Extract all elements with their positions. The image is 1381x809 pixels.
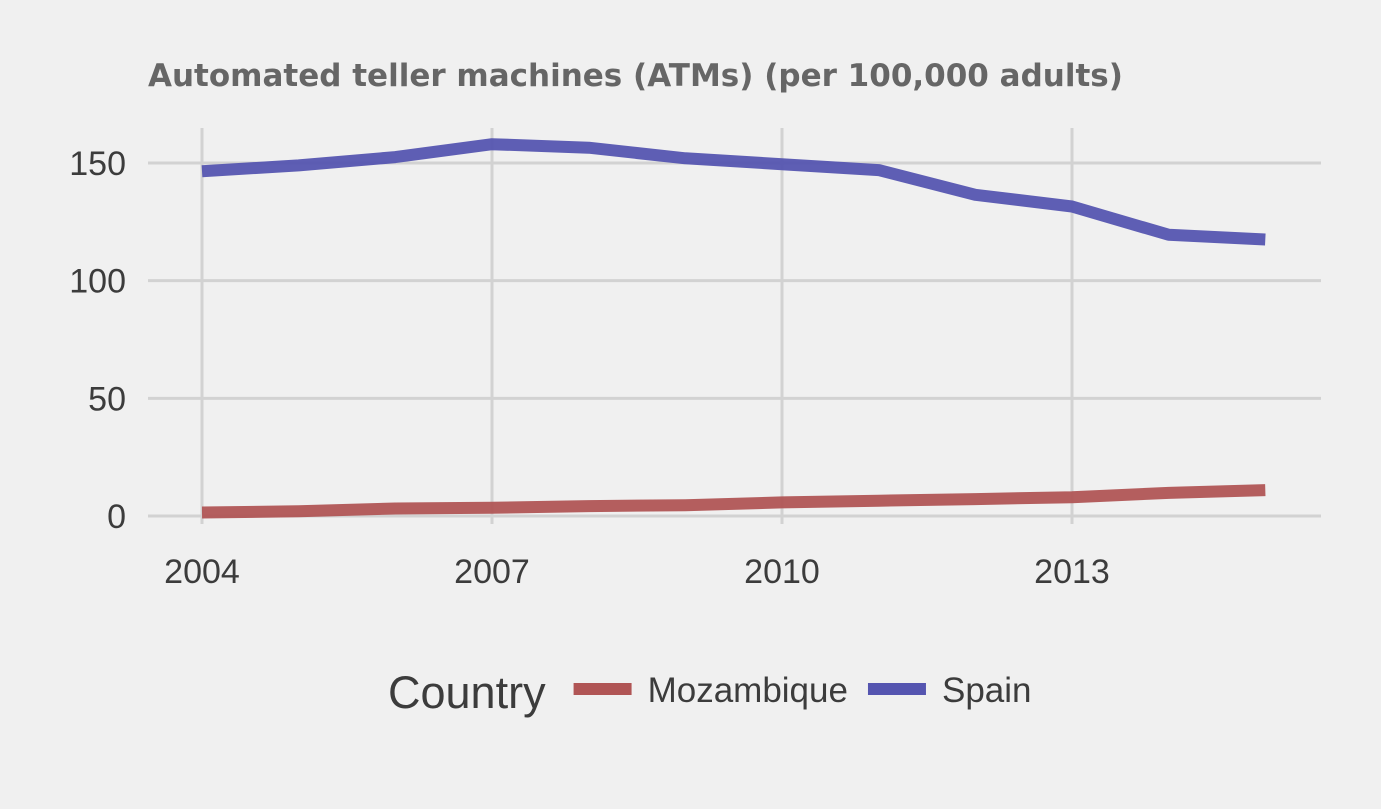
- y-gridlines: [148, 161, 1321, 518]
- x-tick-label: 2007: [454, 553, 530, 591]
- x-gridlines: [200, 128, 1074, 524]
- legend-title: Country: [388, 667, 546, 718]
- y-tick-label: 50: [88, 380, 126, 418]
- legend-label-spain: Spain: [942, 671, 1032, 710]
- series-line-spain: [201, 138, 1266, 246]
- y-tick-label: 0: [107, 498, 126, 536]
- legend-label-mozambique: Mozambique: [648, 671, 848, 710]
- x-tick-label: 2010: [744, 553, 820, 591]
- y-tick-label: 100: [69, 263, 126, 301]
- x-axis-tick-labels: 2004 2007 2010 2013: [164, 553, 1110, 591]
- series-line-mozambique: [201, 484, 1266, 519]
- chart-title: Automated teller machines (ATMs) (per 10…: [148, 58, 1123, 94]
- y-tick-label: 150: [69, 145, 126, 183]
- x-tick-label: 2013: [1034, 553, 1110, 591]
- legend: Country Mozambique Spain: [388, 667, 1032, 718]
- series-lines: [201, 138, 1266, 519]
- y-axis-tick-labels: 0 50 100 150: [69, 145, 126, 536]
- x-tick-label: 2004: [164, 553, 240, 591]
